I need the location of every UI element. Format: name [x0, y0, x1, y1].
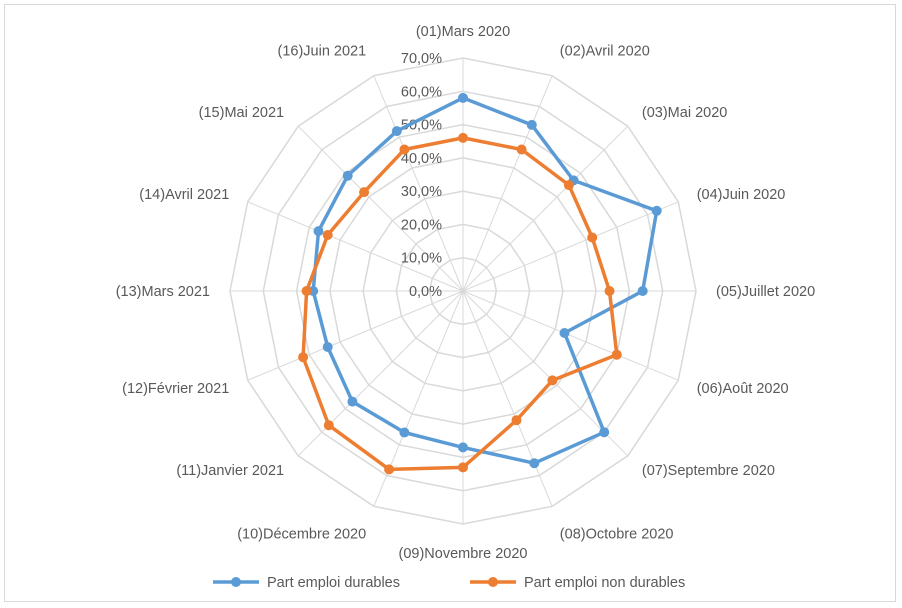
series-point	[391, 126, 402, 137]
series-point	[458, 462, 468, 473]
spoke-11	[247, 290, 464, 381]
series-point	[323, 420, 334, 431]
category-label: (08)Octobre 2020	[560, 527, 674, 543]
series-point	[322, 342, 333, 352]
series-point	[563, 180, 574, 191]
legend-item-0: Part emploi durables	[213, 575, 400, 591]
category-label: (05)Juillet 2020	[716, 284, 815, 300]
series-point	[529, 458, 540, 469]
spoke-14	[297, 125, 464, 292]
series-point	[511, 415, 522, 426]
category-label: (06)Août 2020	[697, 381, 789, 397]
category-label: (11)Janvier 2021	[176, 463, 284, 479]
series-point	[637, 286, 648, 296]
spoke-7	[462, 290, 553, 507]
series-point	[301, 286, 312, 296]
series-1	[298, 132, 622, 475]
category-label: (14)Avril 2021	[139, 187, 229, 203]
category-label: (03)Mai 2020	[642, 105, 727, 121]
category-label: (02)Avril 2020	[560, 43, 650, 59]
spoke-5	[462, 290, 679, 381]
spoke-1	[462, 75, 553, 292]
tick-label: 70,0%	[401, 51, 442, 67]
series-point	[458, 92, 468, 103]
series-point	[313, 226, 324, 237]
series-point	[342, 170, 353, 181]
series-point	[298, 352, 309, 363]
legend: Part emploi durables Part emploi non dura…	[213, 575, 685, 591]
series-point	[384, 464, 395, 475]
series-point	[526, 119, 537, 130]
legend-marker	[488, 577, 498, 587]
tick-label: 30,0%	[401, 184, 442, 200]
series-point	[458, 132, 468, 143]
category-label: (13)Mars 2021	[116, 284, 210, 300]
tick-label: 10,0%	[401, 251, 442, 267]
tick-label: 60,0%	[401, 84, 442, 100]
spoke-10	[297, 290, 464, 457]
category-label: (15)Mai 2021	[199, 105, 284, 121]
series-point	[322, 230, 333, 240]
legend-item-1: Part emploi non durables	[470, 575, 685, 591]
legend-label: Part emploi durables	[267, 575, 400, 591]
series-point	[347, 396, 358, 407]
series-point	[547, 375, 558, 386]
series-point	[587, 232, 598, 243]
tick-label: 20,0%	[401, 217, 442, 233]
series-0	[308, 92, 662, 469]
tick-label: 0,0%	[409, 284, 442, 300]
radar-spokes	[230, 58, 696, 524]
series-point	[599, 427, 610, 438]
radial-tick-labels: 0,0% 10,0% 20,0% 30,0% 40,0% 50,0% 60,0% 70,0%	[401, 51, 442, 300]
spoke-6	[462, 290, 629, 457]
legend-marker	[231, 577, 241, 587]
series-point	[516, 144, 527, 155]
category-label: (10)Décembre 2020	[237, 527, 366, 543]
series-point	[359, 187, 370, 198]
series-point	[458, 442, 468, 453]
spoke-3	[462, 201, 679, 292]
category-label: (04)Juin 2020	[697, 187, 786, 203]
category-label: (07)Septembre 2020	[642, 463, 775, 479]
tick-label: 50,0%	[401, 118, 442, 134]
series-layer	[298, 92, 662, 475]
legend-label: Part emploi non durables	[524, 575, 685, 591]
series-point	[399, 427, 410, 438]
series-point	[604, 286, 615, 296]
spoke-13	[247, 201, 464, 292]
category-label: (01)Mars 2020	[416, 24, 510, 40]
category-label: (09)Novembre 2020	[399, 546, 528, 562]
category-label: (16)Juin 2021	[278, 43, 367, 59]
series-point	[611, 349, 622, 360]
category-label: (12)Février 2021	[122, 381, 229, 397]
series-point	[651, 205, 662, 216]
spoke-15	[373, 75, 464, 292]
spoke-2	[462, 125, 629, 292]
series-point	[399, 144, 410, 155]
tick-label: 40,0%	[401, 151, 442, 167]
category-labels: (01)Mars 2020 (02)Avril 2020 (03)Mai 2020 (…	[116, 24, 815, 562]
series-point	[559, 328, 570, 338]
